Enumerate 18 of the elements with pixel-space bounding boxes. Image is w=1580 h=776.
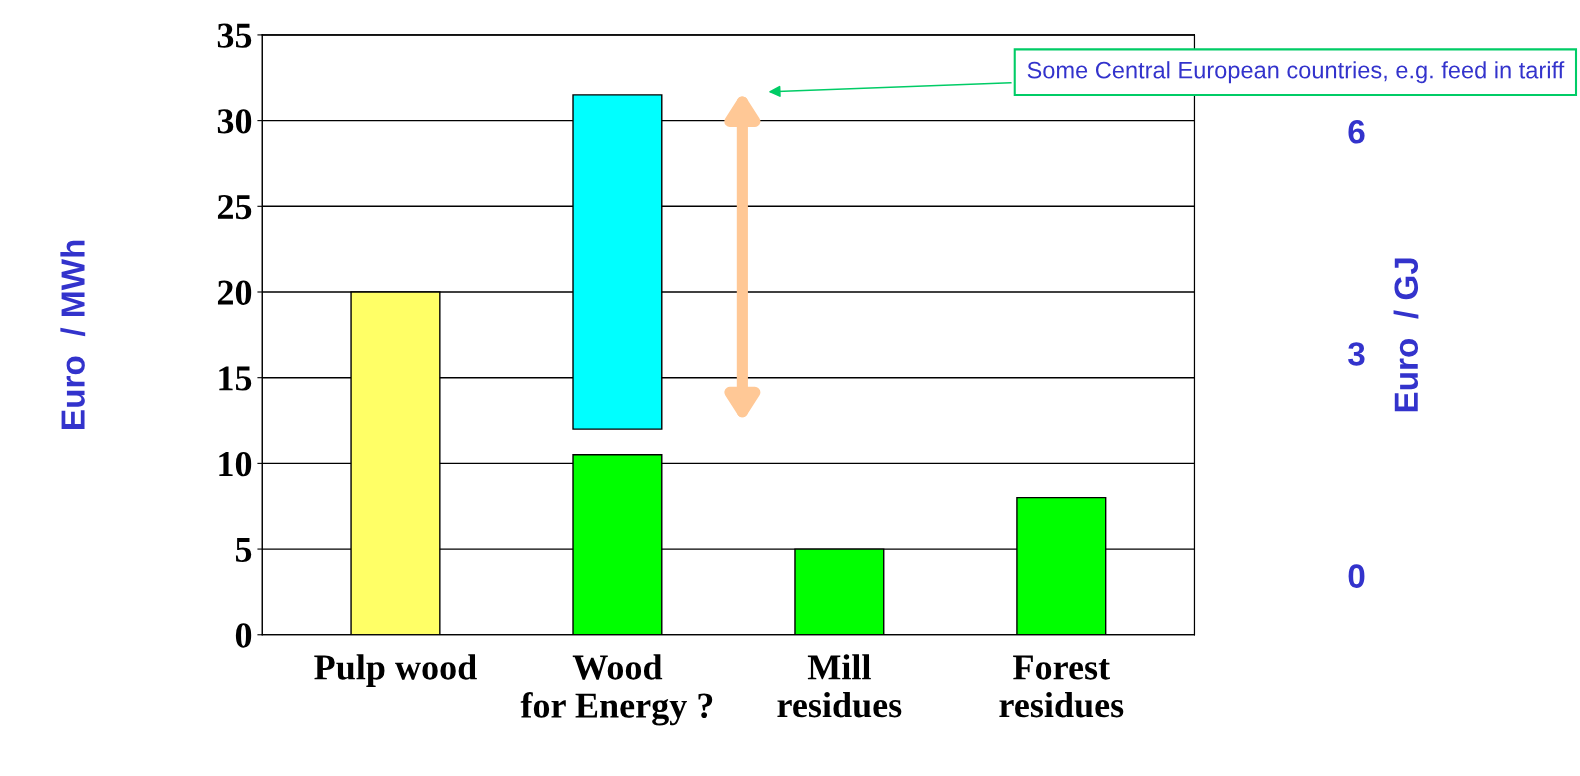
x-tick-label: Mill residues	[777, 654, 902, 718]
y-tick-label: 15	[219, 366, 252, 391]
y-tick-label: 5	[235, 537, 252, 562]
y2-tick-label: 3	[1348, 342, 1365, 366]
x-tick-label: Pulp wood	[314, 654, 477, 687]
y-tick-label: 25	[217, 194, 252, 220]
y-tick-label: 35	[217, 23, 252, 48]
y-tick-label: 10	[219, 451, 252, 477]
y-axis-title: Euro / MWh	[60, 240, 86, 429]
y-tick-label: 20	[217, 280, 252, 305]
y2-tick-label: 0	[1348, 564, 1365, 588]
y-tick-label: 0	[235, 623, 252, 648]
x-tick-label: Forest residues	[999, 655, 1124, 718]
x-tick-label: Wood for Energy ?	[520, 654, 713, 726]
y-tick-label: 30	[217, 109, 252, 134]
annotation: Some Central European countries, e.g. feed in tariff	[1027, 61, 1565, 84]
y2-axis-title: Euro / GJ	[1393, 258, 1419, 412]
y2-tick-label: 6	[1348, 119, 1365, 144]
